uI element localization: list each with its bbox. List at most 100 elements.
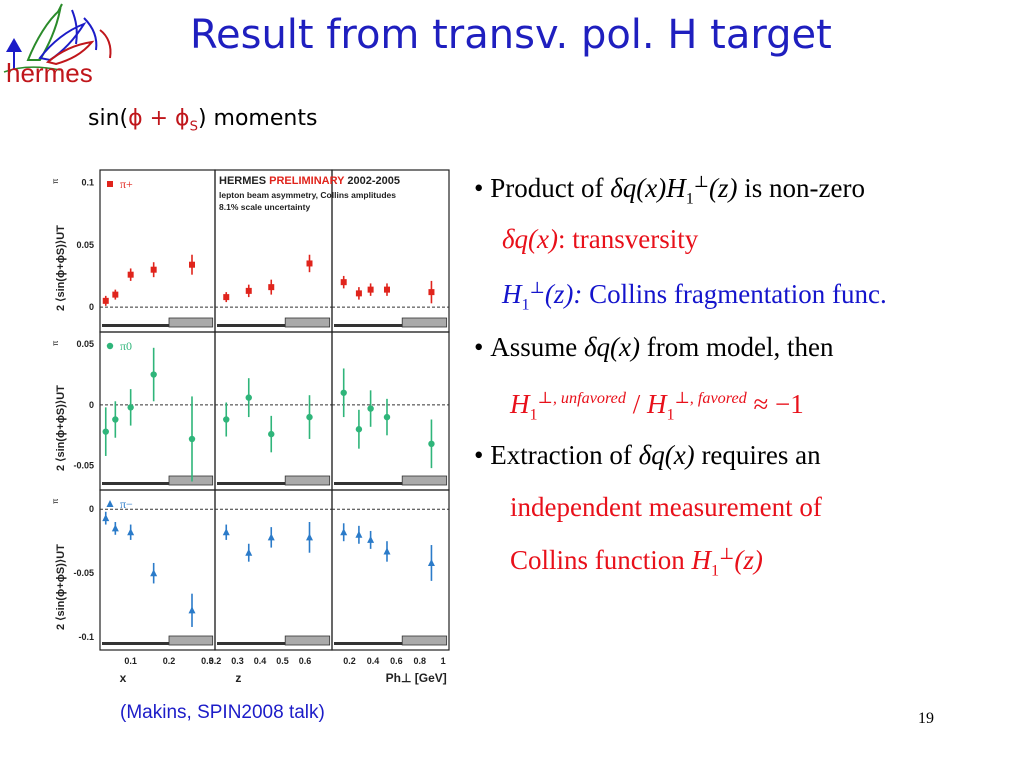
systematic-band (102, 482, 213, 485)
collins-function-math2: (z) (734, 545, 763, 575)
x-tick-label: 1 (441, 656, 446, 666)
systematic-band (102, 642, 213, 645)
data-point (367, 405, 374, 412)
ratio-line: H1⊥, unfavored / H1⊥, favored ≈ −1 (510, 390, 804, 423)
data-point (306, 260, 313, 267)
chart-header-years: 2002-2005 (344, 175, 400, 187)
bullet-2-text: Assume (490, 332, 584, 362)
x-tick-label: 0.8 (413, 656, 426, 666)
bullet-2-post: from model, then (639, 332, 834, 362)
y-tick-label: 0 (89, 504, 94, 514)
bullet-3: • Extraction of δq(x) requires an (474, 442, 821, 469)
collins-function-math: H (691, 545, 712, 575)
subtitle-phi-s-subscript: S (189, 119, 198, 135)
ratio-sup: ⊥, unfavored (537, 389, 626, 407)
bullet-1: • Product of δq(x)H1⊥(z) is non-zero (474, 174, 865, 207)
data-point (245, 548, 253, 556)
systematic-band-box (284, 635, 331, 646)
systematic-band-box (401, 635, 448, 646)
data-point (150, 266, 157, 273)
collins-math2: (z): (544, 279, 583, 309)
systematic-band-box (168, 475, 214, 486)
y-tick-label: -0.05 (73, 461, 94, 471)
x-tick-label: 0.4 (254, 656, 267, 666)
panel-frame (214, 489, 333, 651)
x-tick-label: 0.6 (390, 656, 403, 666)
data-point (427, 558, 435, 566)
transversity-math: δq(x) (502, 224, 559, 254)
y-axis-label-superscript: π (51, 178, 60, 184)
data-point (111, 524, 119, 532)
panel-frame (214, 331, 333, 491)
panel-frame (99, 489, 216, 651)
bullet-1-math2: (z) (709, 173, 738, 203)
bullet-dot-icon: • (474, 173, 491, 203)
bullet-3-math: δq(x) (638, 440, 695, 470)
systematic-band-box (168, 317, 214, 328)
systematic-band-box (284, 475, 331, 486)
transversity-line: δq(x): transversity (502, 226, 698, 253)
x-axis-label: z (235, 671, 241, 685)
data-point (268, 430, 275, 438)
y-tick-label: 0 (89, 400, 94, 410)
legend-marker (106, 342, 114, 350)
panel-frame (99, 169, 216, 333)
subtitle-phi: ϕ (128, 106, 143, 131)
bullet-dot-icon: • (474, 440, 491, 470)
legend-marker (106, 500, 114, 507)
subtitle-prefix: sin( (88, 106, 129, 131)
collins-text: Collins fragmentation func. (582, 279, 887, 309)
x-tick-label: 0.3 (201, 656, 214, 666)
data-point (188, 435, 196, 443)
collins-sub: 1 (521, 295, 530, 314)
ratio-approx: ≈ −1 (746, 389, 804, 419)
data-point (102, 428, 109, 435)
data-point (188, 606, 196, 614)
panel-frame (331, 489, 450, 651)
legend-marker (107, 181, 113, 187)
hermes-logo: hermes (0, 0, 130, 100)
logo-text: hermes (6, 58, 93, 88)
systematic-band (217, 642, 330, 645)
x-tick-label: 0.2 (209, 656, 222, 666)
y-axis-label: 2 ⟨sin(ϕ+ϕS)⟩UT (55, 385, 67, 471)
chart-note: lepton beam asymmetry, Collins amplitude… (219, 190, 396, 200)
collins-asymmetry-chart: 2 ⟨sin(ϕ+ϕS)⟩UT π 0.1 0.05 0 π+ 2 ⟨sin(ϕ+ϕS)⟩U… (51, 169, 450, 685)
subtitle-phi-s: ϕ (175, 106, 190, 131)
data-point (340, 389, 347, 396)
data-point (340, 279, 347, 286)
data-point (306, 533, 313, 541)
slide-title: Result from transv. pol. H target (190, 12, 832, 58)
collins-function-text: Collins function (510, 545, 692, 575)
bullet-1-post: is non-zero (737, 173, 865, 203)
systematic-band (217, 324, 330, 327)
y-tick-label: -0.1 (78, 632, 94, 642)
data-point (127, 271, 134, 278)
systematic-band (217, 482, 330, 485)
y-tick-label: 0.1 (81, 177, 94, 187)
data-point (245, 394, 252, 401)
x-tick-label: 0.2 (163, 656, 176, 666)
ratio-sub: 1 (529, 405, 538, 424)
legend-label: π+ (120, 177, 133, 191)
ratio-sup2: ⊥, favored (674, 389, 747, 407)
page-number: 19 (918, 710, 934, 727)
data-point (127, 404, 134, 411)
systematic-band-box (168, 635, 214, 646)
x-axis-label: x (120, 671, 127, 685)
y-tick-label: -0.05 (73, 568, 94, 578)
chart-header-hermes: HERMES (219, 175, 269, 187)
chart-note: 8.1% scale uncertainty (219, 202, 310, 212)
ratio-math: H (510, 389, 530, 419)
data-point (150, 569, 158, 577)
transversity-text: : transversity (558, 224, 699, 254)
hermes-wings-icon (3, 3, 112, 73)
x-tick-label: 0.6 (299, 656, 312, 666)
systematic-band (102, 324, 213, 327)
chart-header: HERMES PRELIMINARY 2002-2005 (219, 175, 400, 187)
data-point (102, 297, 109, 304)
data-point (340, 528, 348, 536)
source-credit: (Makins, SPIN2008 talk) (120, 702, 325, 723)
data-point (189, 261, 195, 268)
systematic-band-box (284, 317, 331, 328)
